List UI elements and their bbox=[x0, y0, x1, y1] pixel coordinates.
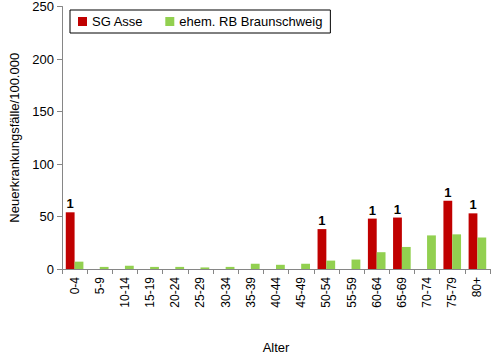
svg-text:1: 1 bbox=[369, 203, 376, 218]
svg-text:60-64: 60-64 bbox=[370, 277, 384, 308]
svg-text:20-24: 20-24 bbox=[168, 277, 182, 308]
svg-text:200: 200 bbox=[32, 52, 54, 67]
svg-text:250: 250 bbox=[32, 0, 54, 14]
svg-text:SG Asse: SG Asse bbox=[92, 14, 143, 29]
svg-text:70-74: 70-74 bbox=[420, 277, 434, 308]
svg-text:1: 1 bbox=[444, 185, 451, 200]
svg-text:150: 150 bbox=[32, 104, 54, 119]
svg-text:35-39: 35-39 bbox=[244, 277, 258, 308]
svg-text:65-69: 65-69 bbox=[395, 277, 409, 308]
svg-text:Alter: Alter bbox=[263, 340, 290, 355]
svg-text:40-44: 40-44 bbox=[269, 277, 283, 308]
svg-text:1: 1 bbox=[67, 196, 74, 211]
svg-text:75-79: 75-79 bbox=[445, 277, 459, 308]
svg-text:1: 1 bbox=[318, 213, 325, 228]
svg-text:50: 50 bbox=[40, 209, 54, 224]
svg-text:15-19: 15-19 bbox=[143, 277, 157, 308]
svg-text:1: 1 bbox=[469, 197, 476, 212]
svg-text:ehem. RB Braunschweig: ehem. RB Braunschweig bbox=[179, 14, 322, 29]
svg-text:55-59: 55-59 bbox=[345, 277, 359, 308]
svg-text:50-54: 50-54 bbox=[319, 277, 333, 308]
svg-text:100: 100 bbox=[32, 157, 54, 172]
svg-text:80+: 80+ bbox=[470, 277, 484, 297]
svg-text:Neuerkrankungsfälle/100.000: Neuerkrankungsfälle/100.000 bbox=[7, 53, 22, 223]
svg-text:45-49: 45-49 bbox=[294, 277, 308, 308]
svg-text:0: 0 bbox=[47, 262, 54, 277]
svg-text:1: 1 bbox=[394, 202, 401, 217]
svg-text:10-14: 10-14 bbox=[118, 277, 132, 308]
svg-text:0-4: 0-4 bbox=[68, 277, 82, 295]
svg-text:30-34: 30-34 bbox=[219, 277, 233, 308]
svg-text:5-9: 5-9 bbox=[93, 277, 107, 295]
svg-text:25-29: 25-29 bbox=[193, 277, 207, 308]
